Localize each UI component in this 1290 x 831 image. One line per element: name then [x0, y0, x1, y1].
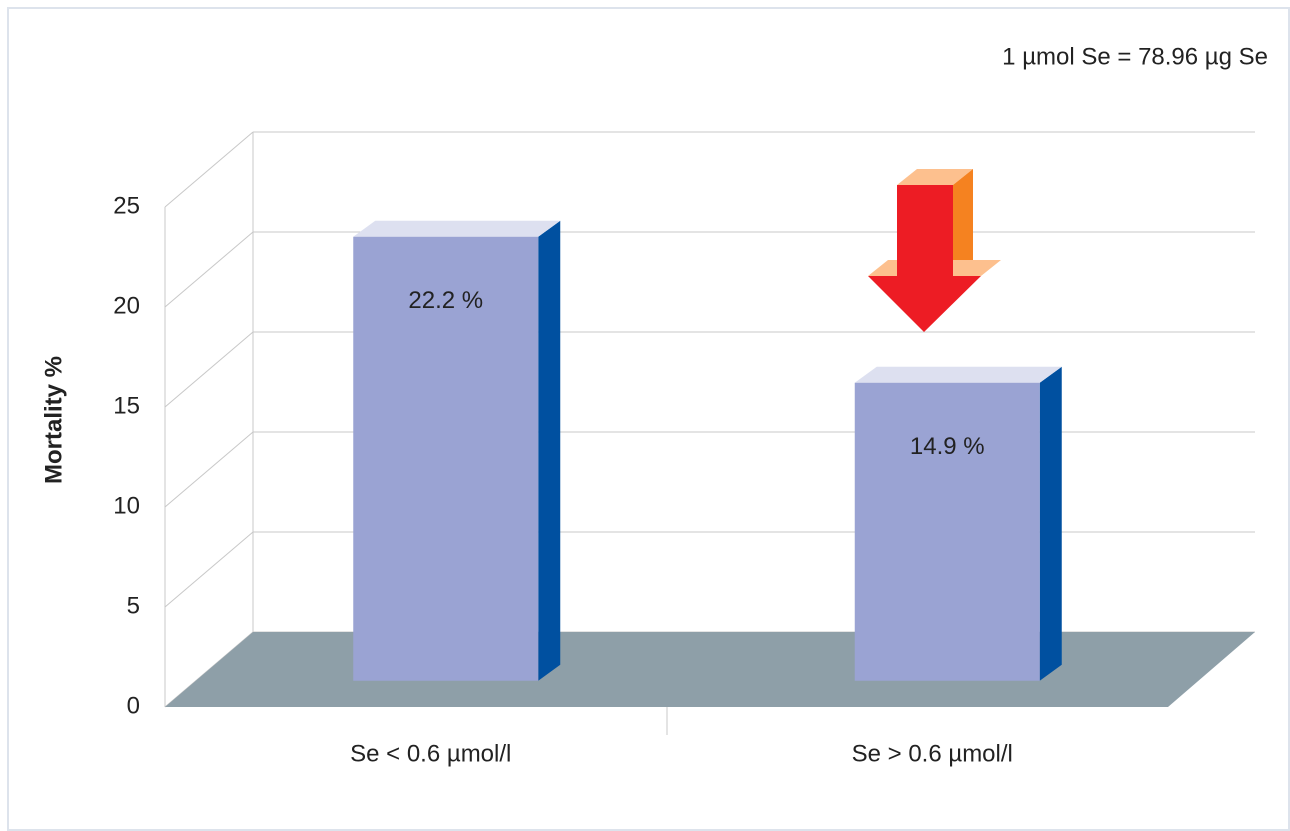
value-label: 14.9 %	[910, 433, 985, 460]
y-tick-label: 15	[113, 392, 140, 419]
bar-side	[538, 220, 561, 681]
y-axis-label: Mortality %	[40, 356, 67, 484]
grid-line	[164, 431, 254, 508]
grid-line	[164, 131, 254, 208]
floor	[165, 632, 1255, 707]
bar-side	[1039, 366, 1062, 681]
bar	[353, 236, 539, 681]
arrow-side	[953, 169, 973, 276]
grid-line	[164, 531, 254, 608]
down-arrow	[868, 169, 1001, 332]
x-tick-label: Se < 0.6 µmol/l	[350, 740, 511, 767]
y-tick-label: 20	[113, 292, 140, 319]
y-tick-label: 0	[127, 692, 140, 719]
y-tick-label: 5	[127, 592, 140, 619]
arrow-top	[897, 169, 973, 185]
arrow-face	[868, 185, 981, 332]
value-label: 22.2 %	[408, 287, 483, 314]
grid-line	[164, 231, 254, 308]
bar-top	[854, 366, 1062, 383]
y-tick-label: 10	[113, 492, 140, 519]
annotation: 1 µmol Se = 78.96 µg Se	[1002, 43, 1268, 70]
frame	[7, 7, 1290, 831]
bar	[854, 382, 1040, 681]
grid-line	[164, 331, 254, 408]
bar-top	[353, 220, 561, 237]
y-tick-label: 25	[113, 192, 140, 219]
x-tick-label: Se > 0.6 µmol/l	[852, 740, 1013, 767]
